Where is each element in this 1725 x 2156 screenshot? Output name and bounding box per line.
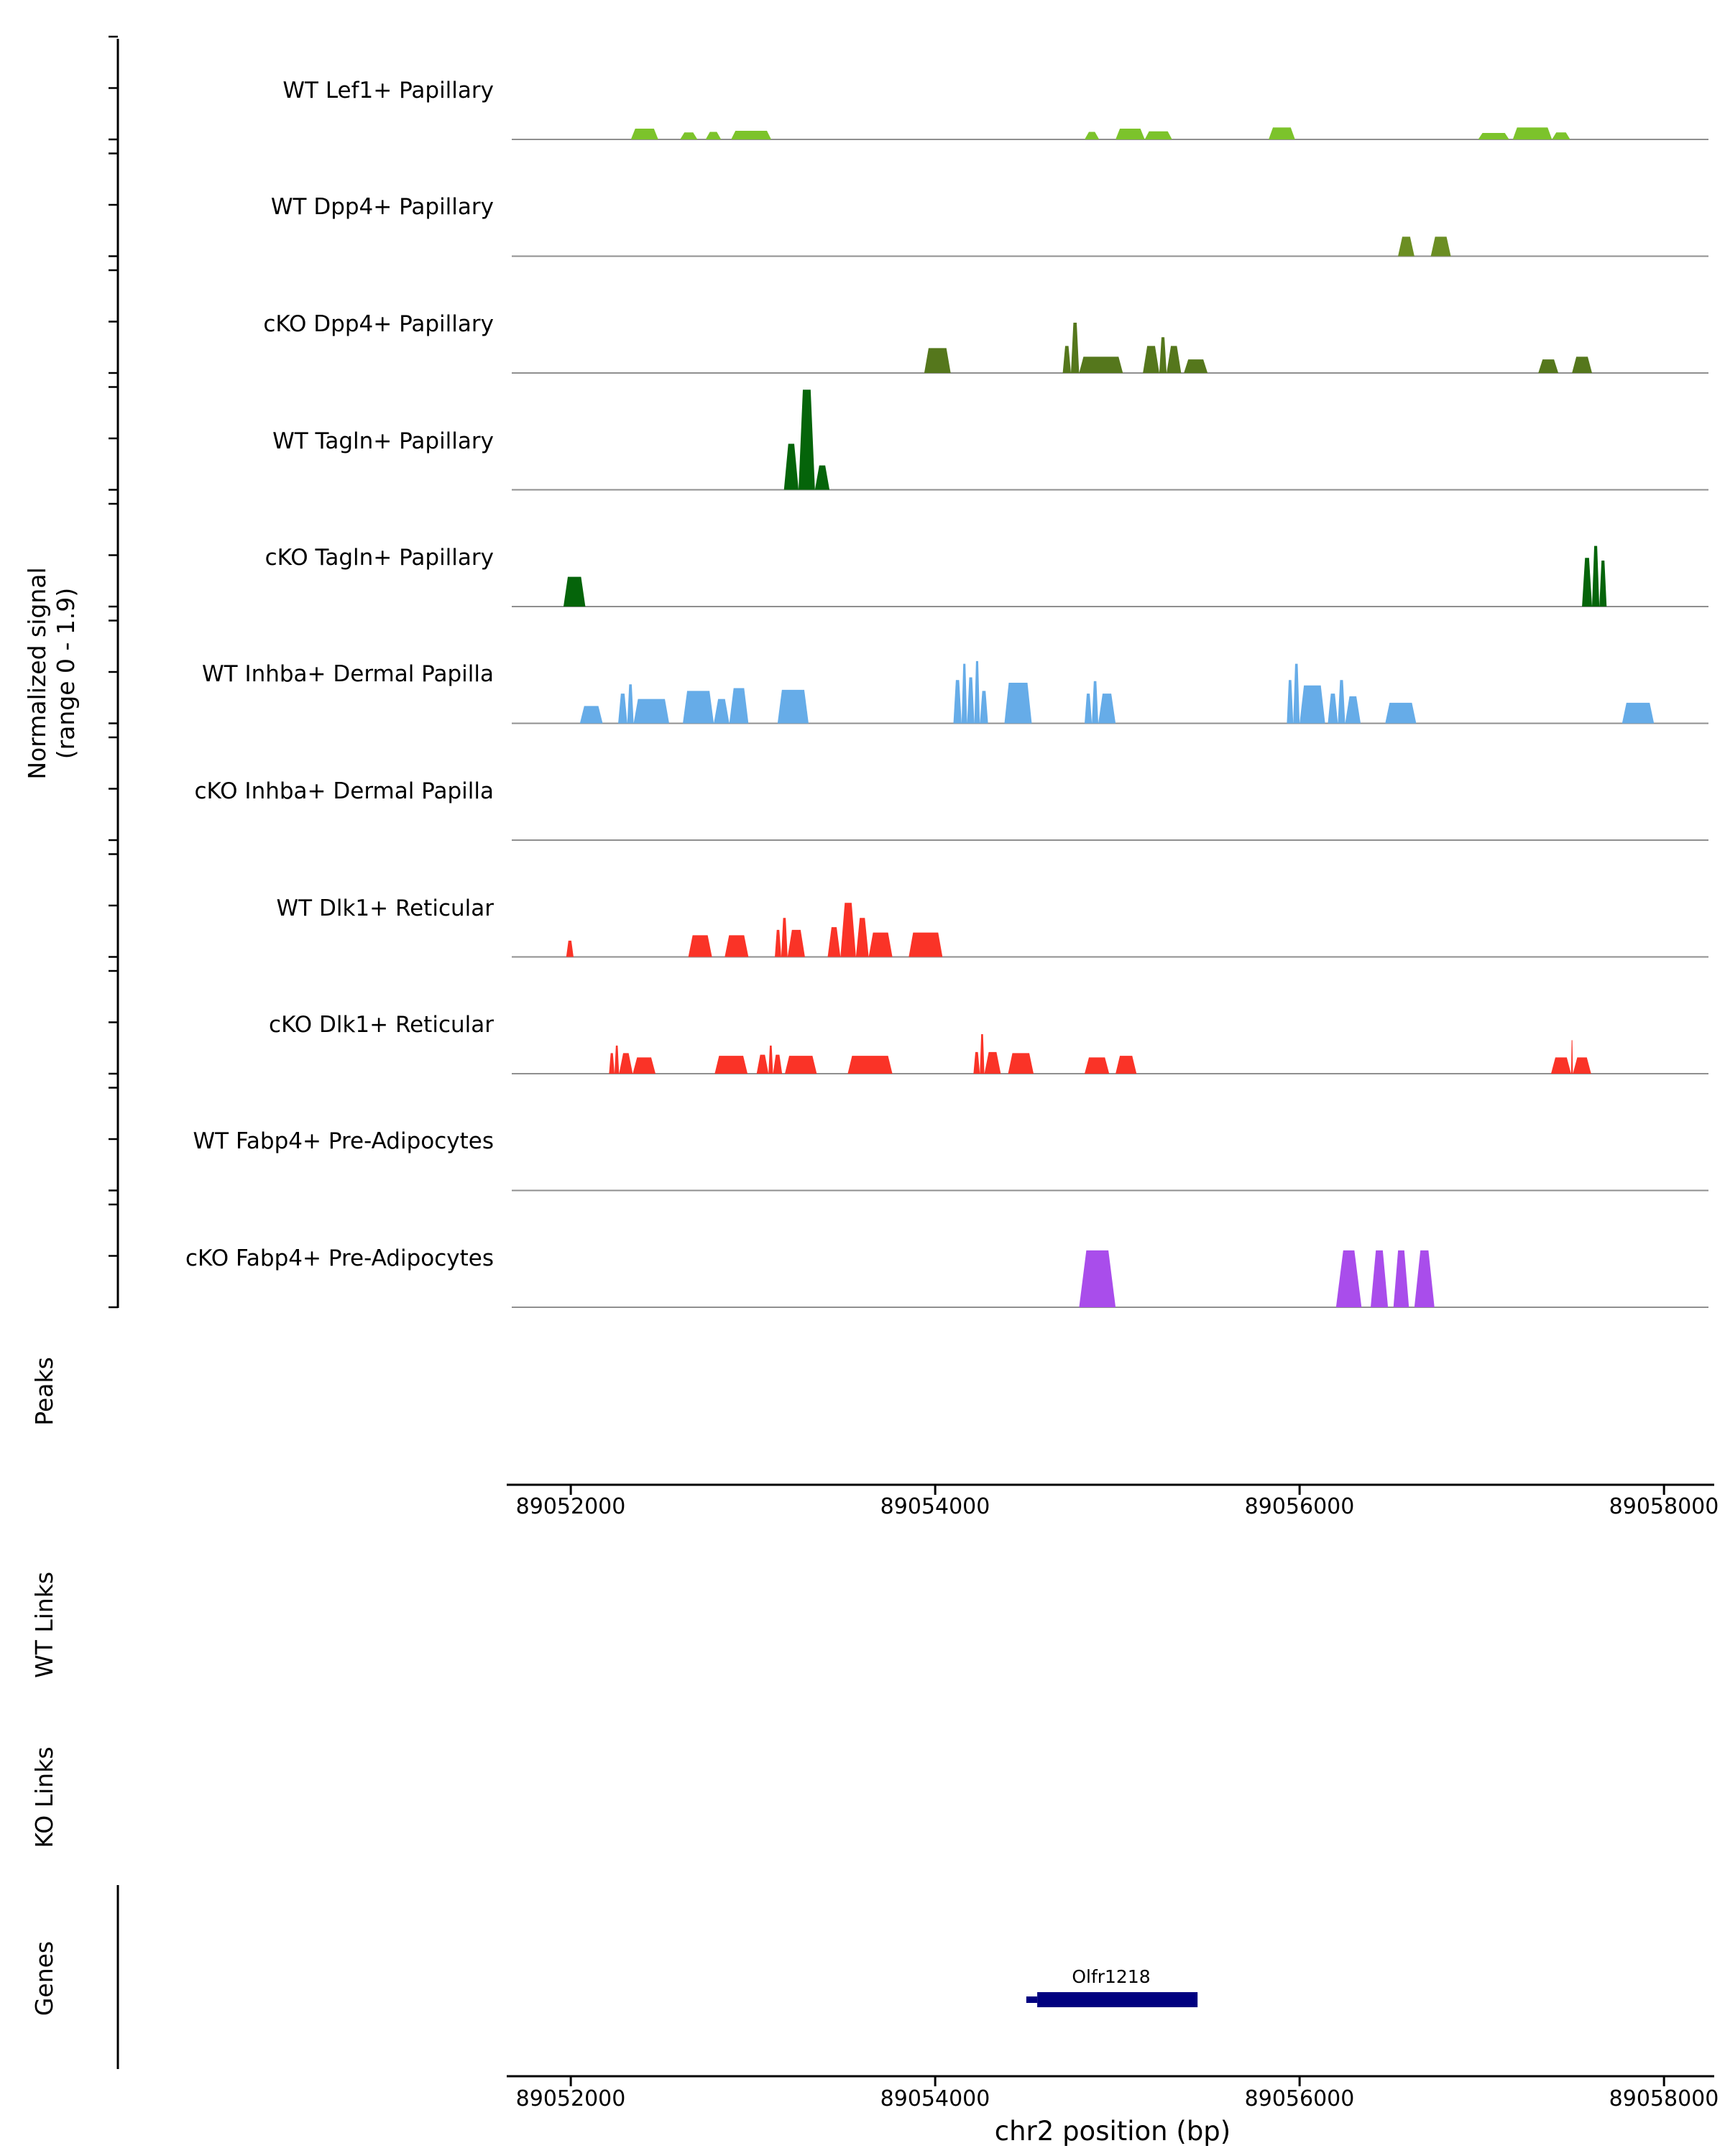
track-label-cko-dlk1-reticular: cKO Dlk1+ Reticular <box>269 1012 494 1038</box>
track-label-wt-inhba-dermal-papilla: WT Inhba+ Dermal Papilla <box>202 661 494 687</box>
track-label-cko-inhba-dermal-papilla: cKO Inhba+ Dermal Papilla <box>194 778 494 804</box>
x-tick-label-upper-3: 89056000 <box>1244 1494 1355 1519</box>
x-axis-title: chr2 position (bp) <box>994 2116 1231 2147</box>
track-label-wt-dlk1-reticular: WT Dlk1+ Reticular <box>276 895 494 921</box>
x-tick-label-lower-3: 89056000 <box>1244 2086 1355 2111</box>
x-tick-label-lower-1: 89052000 <box>515 2086 626 2111</box>
section-label-genes: Genes <box>30 1940 58 2017</box>
x-tick-label-upper-2: 89054000 <box>880 1494 990 1519</box>
x-tick-label-lower-2: 89054000 <box>880 2086 990 2111</box>
gene-name-olfr1218: Olfr1218 <box>1072 1966 1151 1987</box>
x-tick-label-upper-1: 89052000 <box>515 1494 626 1519</box>
x-tick-label-upper-4: 89058000 <box>1609 1494 1719 1519</box>
track-label-wt-dpp4-papillary: WT Dpp4+ Papillary <box>270 194 494 220</box>
track-label-cko-tagln-papillary: cKO Tagln+ Papillary <box>264 545 494 571</box>
track-label-wt-lef1-papillary: WT Lef1+ Papillary <box>282 78 494 103</box>
track-label-wt-tagln-papillary: WT Tagln+ Papillary <box>272 428 494 454</box>
track-label-cko-fabp4-pre-adipocytes: cKO Fabp4+ Pre-Adipocytes <box>185 1245 494 1271</box>
track-label-cko-dpp4-papillary: cKO Dpp4+ Papillary <box>263 311 494 337</box>
track-label-wt-fabp4-pre-adipocytes: WT Fabp4+ Pre-Adipocytes <box>193 1128 494 1154</box>
section-label-peaks: Peaks <box>30 1357 58 1426</box>
x-tick-label-lower-4: 89058000 <box>1609 2086 1719 2111</box>
